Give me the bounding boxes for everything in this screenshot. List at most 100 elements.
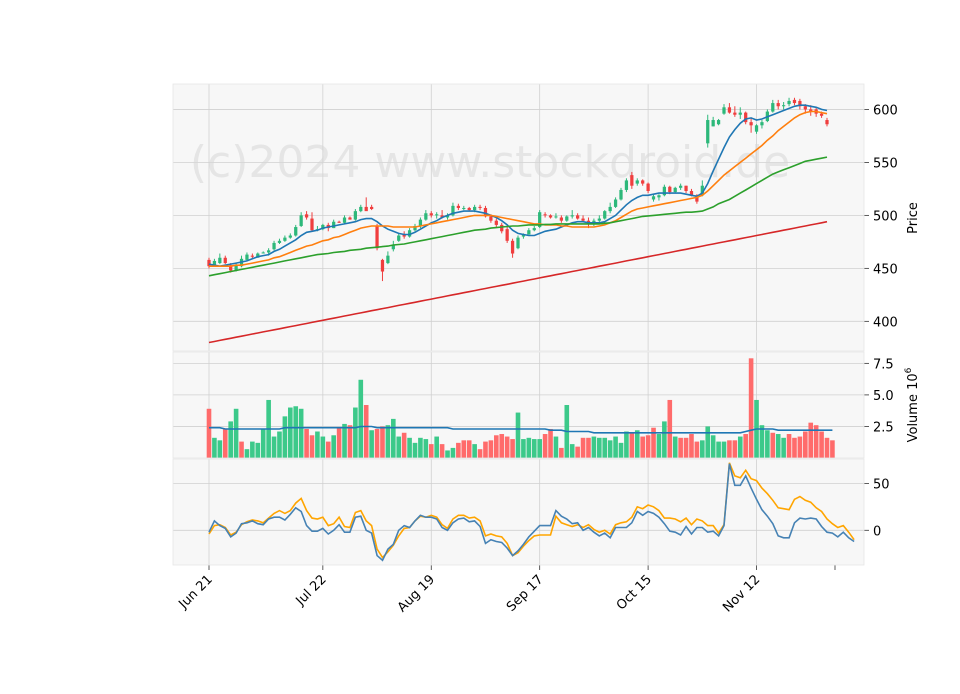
candle-up	[570, 215, 574, 217]
candle-up	[613, 199, 618, 207]
volume-bar-up	[412, 442, 418, 458]
volume-bar-up	[369, 430, 374, 458]
volume-bar-up	[353, 407, 358, 458]
oscillator-line	[208, 463, 855, 562]
candle-down	[364, 206, 368, 212]
candle-up	[597, 218, 601, 221]
volume-bar-up	[672, 436, 678, 458]
volume-bar-down	[586, 437, 591, 458]
volume-bar-down	[651, 427, 656, 458]
oscillator-panel-border	[172, 458, 865, 566]
volume-y-tick-label: 5.0	[873, 389, 894, 404]
volume-bar-up	[613, 436, 618, 458]
volume-bar-up	[391, 418, 396, 458]
candle-up	[608, 206, 612, 212]
candle-up	[782, 105, 786, 107]
candle-up	[760, 122, 764, 126]
candle-up	[277, 240, 282, 243]
candle-down	[207, 259, 211, 267]
candle-down	[380, 259, 385, 272]
candle-down	[510, 240, 515, 254]
volume-bar-down	[504, 436, 510, 458]
candle-down	[250, 255, 254, 257]
candle-up	[413, 225, 417, 231]
volume-bar-up	[656, 434, 662, 458]
candle-up	[321, 224, 325, 230]
volume-bar-up	[255, 442, 261, 458]
candle-down	[630, 175, 634, 186]
volume-bar-up	[260, 428, 266, 458]
volume-bar-up	[521, 439, 526, 458]
volume-bar-up	[358, 379, 364, 458]
volume-bar-up	[591, 436, 597, 458]
price-y-tick-label: 450	[873, 262, 898, 277]
candle-up	[386, 255, 390, 264]
x-tick-label: Aug 19	[395, 572, 438, 615]
volume-bar-up	[781, 437, 786, 458]
volume-bar-up	[250, 441, 255, 458]
candle-down	[668, 186, 672, 193]
candle-down	[310, 218, 314, 231]
candle-up	[359, 206, 363, 212]
candle-down	[825, 120, 829, 125]
volume-bar-down	[542, 434, 548, 458]
moving-average-line	[208, 156, 828, 277]
volume-bar-down	[439, 444, 445, 458]
volume-bar-up	[288, 407, 293, 458]
candle-up	[527, 230, 531, 235]
volume-bar-up	[710, 435, 716, 458]
volume-bar-down	[401, 432, 407, 458]
candle-up	[234, 265, 238, 271]
oscillator-signal-line	[208, 462, 855, 559]
volume-bar-down	[770, 432, 776, 458]
volume-bar-up	[759, 425, 765, 458]
candle-up	[473, 206, 477, 211]
candle-up	[771, 103, 775, 112]
candle-down	[559, 217, 563, 221]
candle-up	[711, 120, 715, 127]
volume-bar-up	[271, 436, 277, 458]
volume-bar-down	[732, 440, 738, 458]
candle-down	[792, 99, 797, 104]
volume-bar-down	[347, 425, 353, 458]
volume-axis-label: Volume 106	[904, 367, 921, 442]
candle-down	[467, 207, 471, 211]
volume-bar-down	[499, 434, 505, 458]
volume-bar-up	[282, 416, 288, 458]
watermark-text: (c)2024 www.stockdroid.de	[190, 137, 790, 188]
volume-bar-down	[727, 440, 732, 458]
candle-down	[581, 218, 585, 221]
candle-down	[348, 217, 352, 220]
x-tick-label: Nov 12	[720, 572, 763, 615]
candle-up	[424, 213, 428, 220]
volume-bar-down	[548, 428, 553, 458]
candle-up	[700, 185, 704, 196]
volume-bar-up	[737, 436, 743, 458]
candle-up	[218, 257, 222, 264]
candle-down	[229, 265, 233, 271]
moving-average-line	[208, 220, 828, 344]
volume-bar-down	[748, 358, 754, 458]
volume-bar-down	[304, 428, 309, 458]
volume-bar-down	[559, 447, 564, 458]
volume-bar-up	[765, 430, 770, 458]
volume-bar-up	[531, 439, 537, 458]
volume-bar-down	[239, 441, 244, 458]
volume-bar-up	[423, 439, 429, 458]
volume-bar-down	[640, 436, 645, 458]
candle-down	[429, 213, 433, 216]
candle-up	[245, 254, 249, 260]
volume-y-tick-label: 2.5	[873, 420, 894, 435]
volume-bar-up	[634, 430, 640, 458]
volume-bar-down	[428, 444, 434, 458]
volume-bar-down	[466, 440, 472, 458]
volume-bar-down	[743, 434, 748, 458]
candle-down	[695, 195, 699, 202]
candle-up	[261, 252, 265, 254]
price-panel-border	[172, 83, 865, 352]
volume-bar-down	[483, 441, 488, 458]
volume-bar-up	[662, 421, 667, 458]
volume-bar-up	[537, 439, 542, 458]
candle-up	[283, 237, 287, 241]
